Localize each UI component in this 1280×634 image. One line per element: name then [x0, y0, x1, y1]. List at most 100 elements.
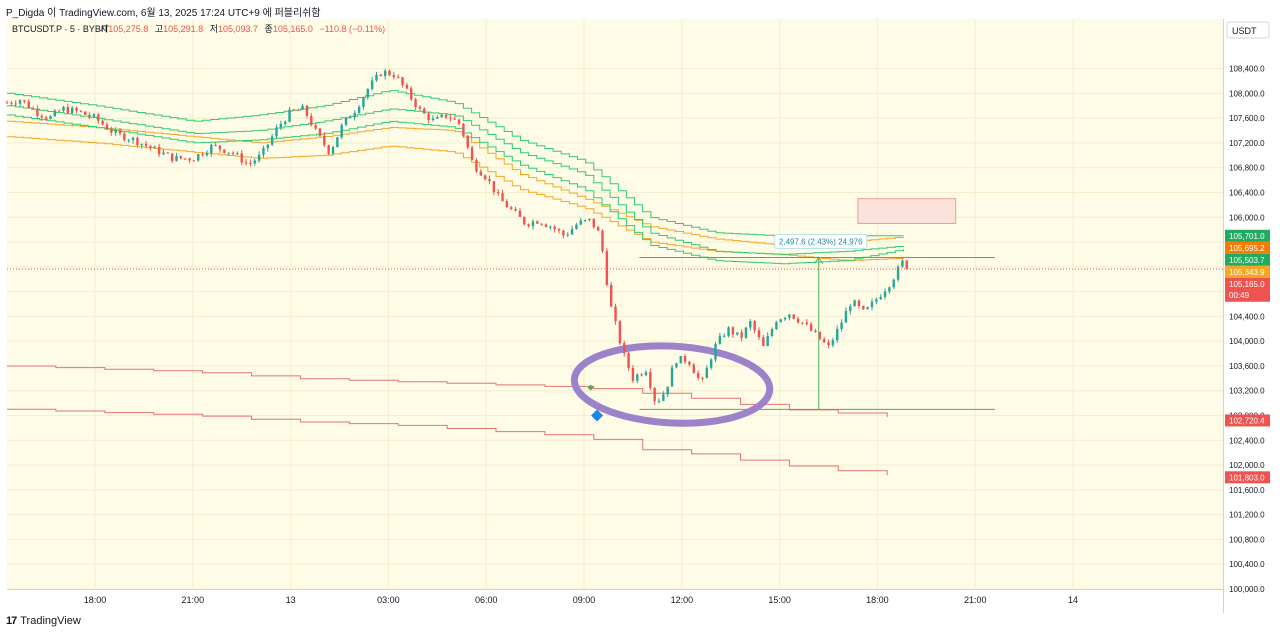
legend-change: −110.8 (−0.11%)	[319, 24, 385, 34]
price-label-text: 105,701.0	[1229, 232, 1265, 241]
candle-body	[353, 112, 356, 118]
candle-body	[544, 224, 548, 227]
time-tick-label: 21:00	[964, 595, 987, 605]
candle-body	[131, 137, 135, 141]
candle-body	[636, 374, 639, 381]
time-tick-label: 03:00	[377, 595, 400, 605]
candle-body	[362, 97, 365, 107]
time-tick-label: 18:00	[84, 595, 107, 605]
candle-body	[23, 100, 26, 102]
candle-body	[892, 279, 895, 288]
candle-body	[170, 153, 174, 161]
candle-body	[266, 144, 270, 148]
price-label-box	[1225, 241, 1270, 254]
price-tick-label: 103,600.0	[1229, 362, 1265, 371]
candle-body	[675, 363, 678, 368]
candle-body	[453, 118, 456, 120]
candle-body	[840, 322, 843, 329]
candle-body	[249, 162, 252, 164]
price-label-text: 105,503.7	[1229, 256, 1265, 265]
candle-body	[192, 160, 196, 162]
candle-body	[44, 117, 48, 119]
price-label-box	[1225, 471, 1270, 484]
candle-body	[727, 327, 730, 336]
candle-body	[662, 394, 665, 401]
candle-body	[75, 107, 78, 111]
candle-body	[483, 175, 487, 180]
candle-body	[405, 84, 409, 89]
candle-body	[427, 113, 430, 121]
candle-body	[370, 80, 374, 90]
time-tick-label: 18:00	[866, 595, 889, 605]
candle-body	[292, 109, 296, 111]
candle-body	[714, 343, 717, 360]
candle-body	[410, 88, 413, 100]
price-tick-label: 108,400.0	[1229, 65, 1265, 74]
time-tick-label: 12:00	[671, 595, 694, 605]
price-tick-label: 107,200.0	[1229, 139, 1265, 148]
tradingview-logo[interactable]: 17 TradingView	[6, 615, 81, 627]
price-tick-label: 106,400.0	[1229, 188, 1265, 197]
price-axis[interactable]	[1223, 19, 1273, 613]
candle-body	[366, 89, 369, 98]
currency-label: USDT	[1232, 26, 1257, 36]
highlight-ellipse[interactable]	[570, 341, 774, 428]
candle-body	[657, 400, 661, 402]
candle-body	[510, 207, 513, 210]
candle-body	[514, 209, 517, 211]
candle-body	[114, 130, 117, 133]
legend-symbol: BTCUSDT.P · 5 · BYBIT	[12, 24, 109, 34]
candle-body	[336, 137, 339, 148]
candle-body	[809, 324, 813, 331]
candle-body	[379, 74, 383, 77]
candle-body	[588, 218, 591, 220]
supply-zone-box[interactable]	[857, 198, 957, 224]
candle-body	[166, 152, 170, 154]
candle-body	[18, 100, 22, 104]
candle-body	[431, 118, 435, 121]
candle-body	[288, 109, 291, 122]
candle-body	[683, 356, 687, 362]
candle-body	[775, 322, 778, 330]
candle-body	[88, 114, 91, 117]
candle-body	[62, 107, 65, 111]
candle-body	[66, 107, 70, 113]
annotations[interactable]: 2,497.6 (2.43%) 24,976	[570, 198, 995, 428]
candle-body	[283, 121, 287, 124]
candles	[5, 68, 908, 405]
candle-body	[640, 374, 643, 376]
candle-body	[609, 284, 613, 307]
candle-body	[305, 105, 309, 116]
candle-body	[297, 109, 300, 111]
candle-body	[253, 160, 256, 164]
candle-body	[766, 335, 769, 346]
candle-body	[205, 153, 209, 156]
candle-body	[679, 356, 682, 364]
price-tick-label: 103,200.0	[1229, 387, 1265, 396]
candle-body	[692, 364, 695, 374]
candle-body	[696, 373, 700, 378]
candle-body	[318, 128, 322, 136]
candle-body	[888, 287, 891, 292]
candle-body	[157, 146, 161, 155]
time-axis[interactable]	[7, 589, 1223, 613]
price-tick-label: 104,400.0	[1229, 312, 1265, 321]
candle-body	[549, 226, 552, 228]
candle-body	[210, 144, 213, 154]
candle-body	[631, 367, 635, 381]
currency-box[interactable]	[1226, 21, 1270, 39]
time-tick-label: 14	[1068, 595, 1078, 605]
price-tick-label: 107,600.0	[1229, 114, 1265, 123]
candle-body	[866, 307, 869, 310]
candle-body	[244, 162, 248, 164]
candle-body	[492, 181, 496, 193]
candle-body	[314, 125, 317, 129]
legend-high-value: 105,291.8	[163, 24, 203, 34]
green-band-line	[7, 114, 904, 265]
candle-body	[740, 332, 743, 338]
time-tick-label: 21:00	[182, 595, 205, 605]
candle-body	[770, 329, 774, 336]
candle-body	[505, 201, 509, 208]
candle-body	[836, 328, 839, 341]
